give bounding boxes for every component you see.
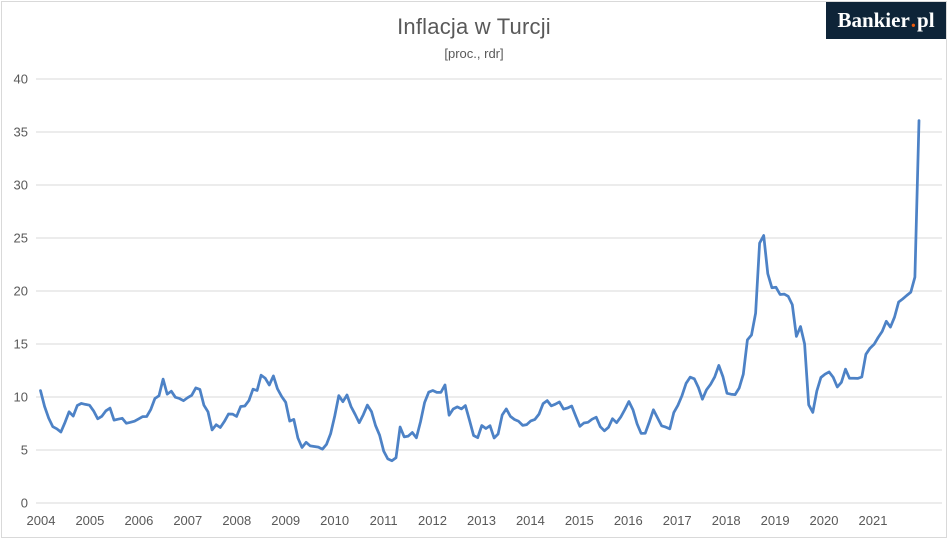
bankier-logo: Bankier. pl: [826, 2, 946, 39]
x-axis-label-2020: 2020: [810, 513, 839, 528]
y-axis-label-0: 0: [21, 496, 28, 511]
x-axis-label-2012: 2012: [418, 513, 447, 528]
chart-title: Inflacja w Turcji: [397, 14, 551, 39]
x-axis-label-2007: 2007: [173, 513, 202, 528]
chart-subtitle: [proc., rdr]: [444, 46, 504, 61]
x-axis-label-2009: 2009: [271, 513, 300, 528]
y-axis-label-40: 40: [14, 72, 28, 87]
y-axis-label-35: 35: [14, 125, 28, 140]
x-axis-label-2016: 2016: [614, 513, 643, 528]
x-axis-label-2017: 2017: [663, 513, 692, 528]
y-axis-label-30: 30: [14, 178, 28, 193]
y-axis-label-20: 20: [14, 284, 28, 299]
logo-text-main: Bankier: [837, 8, 910, 32]
x-axis-label-2021: 2021: [859, 513, 888, 528]
x-axis-label-2015: 2015: [565, 513, 594, 528]
logo-dot: .: [910, 8, 917, 32]
x-axis-label-2013: 2013: [467, 513, 496, 528]
y-axis-label-10: 10: [14, 390, 28, 405]
x-axis-label-2006: 2006: [124, 513, 153, 528]
inflation-series-line: [39, 119, 921, 463]
x-axis-label-2008: 2008: [222, 513, 251, 528]
x-axis-label-2005: 2005: [75, 513, 104, 528]
logo-text-suffix: pl: [917, 8, 935, 32]
x-axis-label-2010: 2010: [320, 513, 349, 528]
y-axis-label-5: 5: [21, 443, 28, 458]
x-axis-label-2011: 2011: [370, 513, 398, 528]
x-axis-label-2019: 2019: [761, 513, 790, 528]
x-axis-label-2004: 2004: [27, 513, 56, 528]
y-axis-label-15: 15: [14, 337, 28, 352]
x-axis-label-2014: 2014: [516, 513, 545, 528]
x-axis-label-2018: 2018: [712, 513, 741, 528]
y-axis-label-25: 25: [14, 231, 28, 246]
